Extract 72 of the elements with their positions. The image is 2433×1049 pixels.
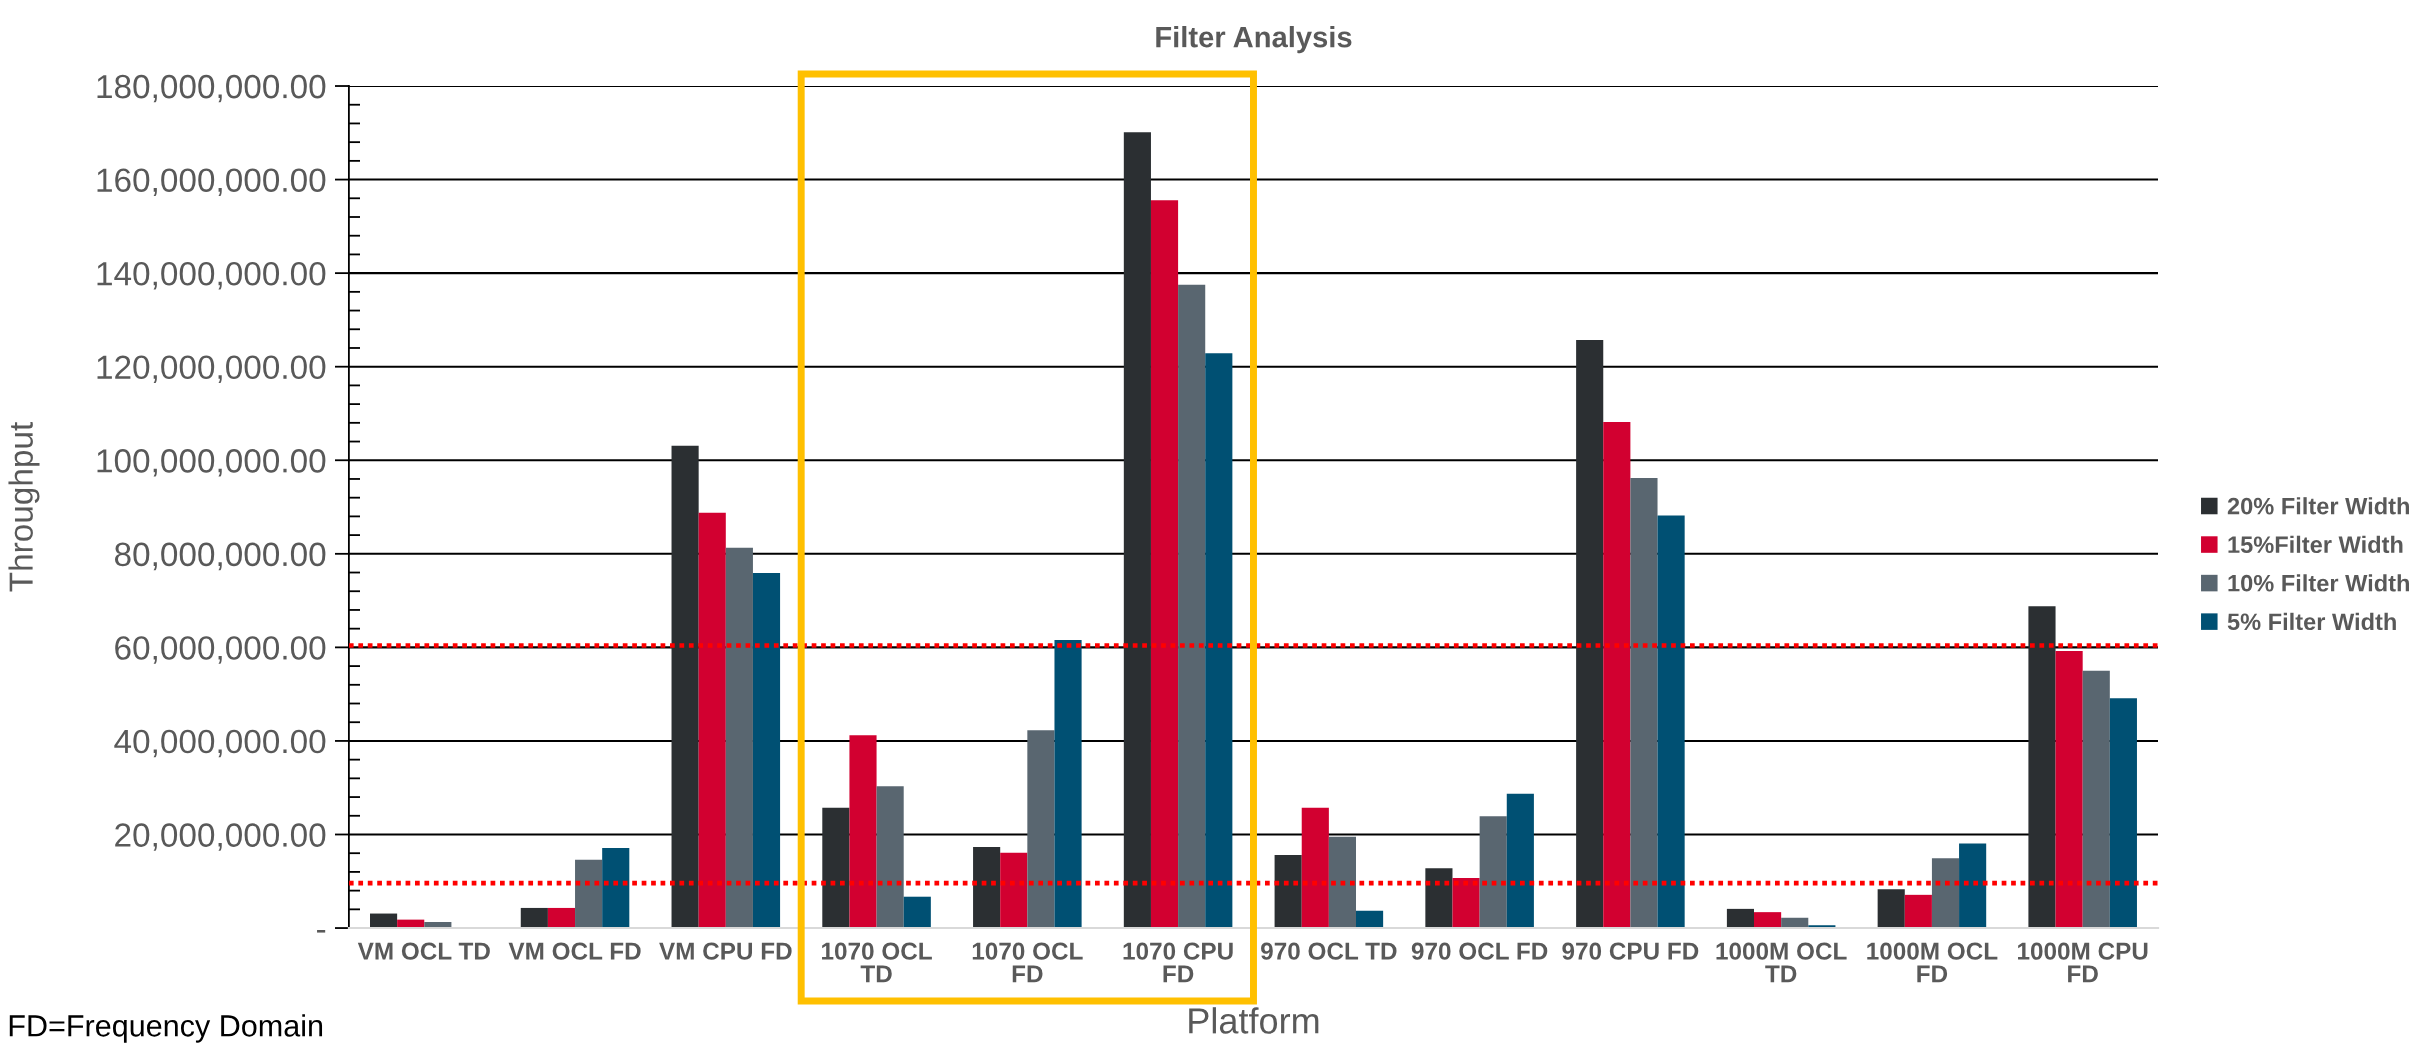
bar [1301, 807, 1329, 929]
bar [822, 807, 850, 929]
x-tick-label: 1070 CPU FD [1123, 942, 1233, 983]
y-tick-label: 40,000,000.00 [114, 729, 326, 758]
bar [2028, 606, 2056, 929]
bar [1205, 353, 1233, 929]
x-axis-title: Platform [1189, 1007, 1319, 1034]
x-tick-label: 1070 OCL FD [972, 942, 1083, 983]
bar [1959, 843, 1987, 929]
y-tick-label: 100,000,000.00 [97, 449, 326, 477]
x-tick-label: 1000M OCL FD [1867, 942, 1998, 983]
x-tick-label: VM OCL FD [508, 942, 641, 960]
x-tick-label: 1000M CPU FD [2018, 942, 2148, 983]
legend-label: 15%Filter Width [2228, 535, 2403, 554]
bar [973, 847, 1001, 929]
x-tick-label: 1000M OCL TD [1716, 942, 1847, 983]
bar [1274, 855, 1302, 929]
bar [1328, 836, 1356, 929]
y-axis-title: Throughput [8, 422, 40, 592]
x-tick-label: 1070 OCL TD [822, 942, 932, 983]
y-tick-label: 160,000,000.00 [97, 168, 326, 196]
bar [1603, 421, 1631, 929]
x-tick-label: 970 OCL TD [1261, 942, 1397, 960]
bar [1178, 284, 1206, 929]
y-tick-label: 60,000,000.00 [115, 636, 326, 664]
bar [1931, 858, 1960, 929]
bar [1479, 816, 1507, 929]
bar [1027, 730, 1055, 929]
bar [1754, 912, 1782, 929]
bar [671, 445, 699, 929]
chart-title: Filter Analysis [1156, 25, 1352, 54]
bar [1726, 908, 1755, 929]
bar [1657, 515, 1685, 929]
bar [1904, 894, 1932, 929]
bar [602, 848, 630, 929]
bar [698, 512, 726, 929]
bar [1452, 878, 1480, 929]
bar [1630, 478, 1658, 929]
bar [1054, 639, 1082, 929]
bar [1356, 910, 1384, 929]
bar [547, 907, 576, 929]
bar [575, 859, 603, 929]
bar [1506, 793, 1534, 929]
bar [849, 735, 877, 929]
y-tick-label: - [317, 929, 326, 933]
bar [752, 572, 781, 929]
bar [1150, 200, 1179, 929]
y-tick-label: 180,000,000.00 [97, 74, 326, 103]
bar [903, 896, 931, 929]
bar [1000, 852, 1028, 929]
bar [2109, 698, 2137, 929]
text: FD=Frequency Domain [9, 1014, 323, 1043]
bar [1576, 340, 1604, 929]
legend-label: 5% Filter Width [2227, 612, 2396, 631]
y-tick-label: 20,000,000.00 [115, 823, 326, 851]
x-tick-label: VM CPU FD [659, 942, 792, 960]
x-tick-label: 970 OCL FD [1411, 942, 1548, 960]
x-tick-label: VM OCL TD [357, 942, 490, 960]
x-tick-label: 970 CPU FD [1562, 942, 1699, 960]
bar [520, 907, 548, 929]
y-tick-label: 140,000,000.00 [97, 261, 326, 290]
bar [2055, 651, 2083, 929]
y-tick-label: 80,000,000.00 [114, 542, 326, 571]
bar [1123, 132, 1151, 929]
legend-label: 20% Filter Width [2227, 497, 2409, 515]
bar [2082, 670, 2110, 929]
y-tick-label: 120,000,000.00 [97, 355, 326, 384]
bar [876, 786, 904, 929]
bar [1425, 868, 1453, 929]
legend-label: 10% Filter Width [2228, 574, 2409, 592]
bar [725, 547, 753, 929]
bar [1877, 889, 1905, 929]
